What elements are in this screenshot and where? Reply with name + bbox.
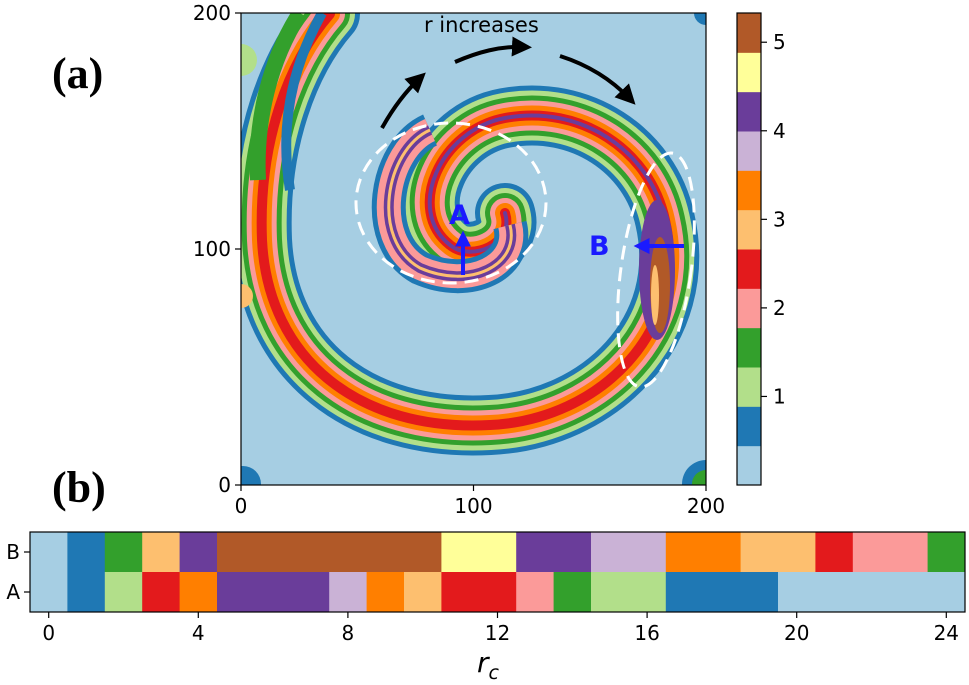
- x-tick-label-a: 100: [454, 494, 492, 518]
- strip-cell-b: [30, 532, 68, 573]
- strip-cell-a: [179, 572, 218, 613]
- colorbar-segment: [737, 131, 761, 171]
- colorbar-segment: [737, 445, 761, 486]
- colorbar-tick-label: 3: [773, 207, 786, 231]
- spiral-outer-arm-blue: [281, 13, 327, 191]
- x-tick-label-a: 0: [235, 494, 248, 518]
- spiral-heatmap: r increases A B 0 100 200 0 100 200: [193, 1, 725, 518]
- colorbar-segment: [737, 249, 761, 289]
- spiral-inner-curl-yellow: [387, 128, 513, 278]
- y-tick-label-a: 200: [193, 1, 231, 25]
- strip-cell-a: [104, 572, 143, 613]
- x-tick-label-b: 12: [485, 621, 510, 645]
- strip-cell-b: [516, 532, 592, 573]
- region-b-ellipse: [616, 151, 696, 389]
- marker-b-label: B: [589, 231, 610, 262]
- panel-label-b: (b): [52, 463, 106, 512]
- r-increase-arrow-2: [454, 36, 532, 64]
- strip-cell-b: [852, 532, 928, 573]
- strip-cell-a: [366, 572, 405, 613]
- x-axis-label: rc: [477, 646, 500, 684]
- corner-blob-bottom-right-inner: [692, 470, 706, 485]
- colorbar-segment: [737, 209, 761, 250]
- x-axis-label-sub: c: [489, 662, 500, 684]
- strip-cell-b: [815, 532, 854, 573]
- colorbar-tick-label: 5: [773, 30, 786, 54]
- spiral-pattern: [241, 13, 706, 485]
- strip-cell-b: [441, 532, 517, 573]
- strip-cell-a: [665, 572, 779, 613]
- colorbar-tick-label: 4: [773, 119, 786, 143]
- strip-cell-b: [927, 532, 966, 573]
- colorbar-segment: [737, 406, 761, 447]
- strip-cell-b: [179, 532, 218, 573]
- colorbar-segment: [737, 52, 761, 93]
- x-tick-label-b: 16: [634, 621, 659, 645]
- strip-cell-b: [591, 532, 667, 573]
- y-tick-label-a: 100: [193, 237, 231, 261]
- colorbar-segment: [737, 327, 761, 368]
- strip-cell-b: [142, 532, 180, 573]
- spiral-band-purple: [427, 113, 667, 254]
- r-increases-label: r increases: [424, 13, 539, 37]
- strip-cell-a: [329, 572, 367, 613]
- corner-blob-bottom-left: [241, 466, 261, 485]
- colorbar-tick-label: 1: [773, 384, 786, 408]
- panel-label-a: (a): [52, 49, 103, 98]
- strip-cell-b: [104, 532, 143, 573]
- row-label-a: A: [6, 580, 20, 604]
- r-increase-arrow-3: [559, 54, 636, 105]
- x-tick-label-b: 0: [42, 621, 55, 645]
- spiral-outer-arm: [249, 13, 307, 181]
- strip-cell-a: [217, 572, 330, 613]
- colorbar-segment: [737, 170, 761, 211]
- r-increase-arrow-1: [380, 72, 426, 129]
- region-a-ellipse: [354, 121, 548, 285]
- colorbar-segment: [737, 13, 761, 53]
- strip-cell-a: [553, 572, 592, 613]
- colorbar: 1 2 3 4 5: [736, 12, 786, 486]
- strip-cell-a: [142, 572, 180, 613]
- strip-cell-a: [30, 572, 68, 613]
- x-tick-label-b: 20: [784, 621, 809, 645]
- x-axis-label-main: r: [477, 646, 490, 679]
- corner-blob-left: [241, 284, 253, 308]
- strip-cell-a: [591, 572, 667, 613]
- marker-a-label: A: [449, 200, 470, 231]
- colorbar-segment: [737, 367, 761, 407]
- y-tick-label-a: 0: [218, 473, 231, 497]
- strip-cell-a: [404, 572, 442, 613]
- strip-cell-a: [441, 572, 517, 613]
- strip-cell-a: [67, 572, 106, 613]
- corner-blob-top-left: [241, 44, 257, 76]
- strip-cell-a: [778, 572, 966, 613]
- strip-cell-b: [217, 532, 442, 573]
- colorbar-segment: [737, 288, 761, 329]
- strip-cell-b: [67, 532, 106, 573]
- x-tick-label-b: 8: [342, 621, 355, 645]
- corner-blob-top-right: [694, 13, 706, 25]
- strip-cell-a: [516, 572, 554, 613]
- strip-cell-b: [740, 532, 816, 573]
- x-tick-label-a: 200: [687, 494, 725, 518]
- x-tick-label-b: 24: [934, 621, 959, 645]
- colorbar-tick-label: 2: [773, 296, 786, 320]
- row-label-b: B: [6, 540, 20, 564]
- x-tick-label-b: 4: [192, 621, 205, 645]
- colorbar-segment: [737, 91, 761, 132]
- region-b-yellow: [651, 265, 659, 325]
- axes-a: 0 100 200 0 100 200: [193, 1, 725, 518]
- strip-cell-b: [665, 532, 741, 573]
- strip-heatmap: BA0 4 8 12 16 20 24: [6, 531, 966, 645]
- colorbar-frame: [736, 12, 762, 486]
